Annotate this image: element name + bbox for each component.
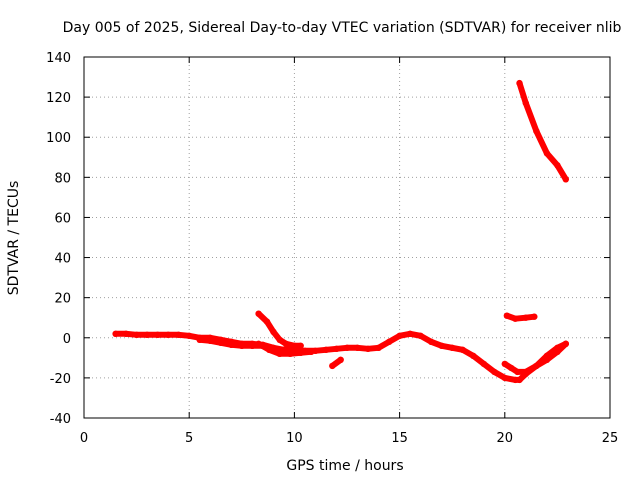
y-tick-label: 140 [46, 51, 71, 66]
y-tick-label: 120 [46, 91, 71, 106]
data-point [276, 350, 283, 357]
data-point [459, 346, 466, 353]
data-point [554, 348, 561, 355]
x-tick-label: 5 [185, 431, 193, 446]
x-tick-label: 15 [391, 431, 408, 446]
data-point [501, 360, 508, 368]
y-tick-label: 0 [63, 332, 71, 347]
data-point [165, 331, 172, 338]
data-point [291, 342, 298, 349]
y-tick-label: 20 [54, 292, 71, 307]
data-point [255, 340, 262, 347]
data-point [522, 314, 529, 321]
data-point [276, 336, 283, 343]
data-point [255, 310, 262, 317]
data-point [196, 336, 203, 343]
data-point [533, 362, 540, 370]
data-point [308, 348, 315, 355]
x-tick-label: 0 [80, 431, 88, 446]
data-point [554, 162, 561, 169]
data-point [522, 99, 529, 107]
data-point [263, 318, 271, 325]
data-point [228, 341, 235, 348]
x-tick-label: 10 [286, 431, 303, 446]
data-point [406, 330, 414, 337]
data-point [270, 328, 277, 335]
y-axis-title: SDTVAR / TECUs [6, 181, 22, 296]
series-line-short-segment-21h [503, 312, 538, 322]
data-point [154, 331, 161, 338]
data-point [297, 342, 304, 349]
data-point [470, 352, 477, 359]
data-point [507, 364, 515, 372]
data-point [282, 340, 290, 347]
data-point [375, 344, 382, 351]
y-tick-label: 100 [46, 131, 71, 146]
x-axis-title: GPS time / hours [286, 458, 403, 474]
data-point [354, 344, 361, 351]
data-point [217, 339, 224, 346]
data-point [207, 337, 214, 344]
data-point [238, 342, 245, 349]
data-point [501, 374, 508, 382]
data-point [396, 332, 403, 339]
data-point [122, 330, 130, 337]
data-point [503, 312, 511, 319]
data-point [512, 315, 519, 322]
x-tick-label: 20 [497, 431, 514, 446]
data-point [531, 313, 538, 320]
y-tick-label: -40 [50, 412, 71, 427]
data-point [562, 176, 569, 183]
y-tick-label: 60 [54, 211, 71, 226]
x-tick-label: 25 [602, 431, 619, 446]
data-point [516, 376, 523, 384]
data-point [322, 346, 330, 353]
data-point [480, 360, 487, 368]
plot-frame [83, 56, 611, 419]
data-point [143, 331, 151, 338]
data-series [112, 79, 569, 384]
y-tick-label: 40 [54, 252, 71, 267]
data-point [543, 150, 551, 157]
data-point [133, 331, 140, 338]
data-point [186, 332, 193, 339]
data-point [562, 340, 569, 347]
data-point [249, 342, 256, 349]
data-point [329, 362, 336, 370]
data-point [533, 128, 540, 135]
data-point [428, 338, 435, 345]
data-point [449, 344, 456, 351]
data-point [417, 332, 424, 339]
data-point [491, 368, 498, 376]
data-point [266, 346, 273, 353]
grid-lines [84, 57, 610, 418]
data-point [543, 356, 551, 363]
data-point [333, 345, 340, 352]
data-point [364, 345, 372, 352]
data-point [297, 349, 304, 356]
data-point [514, 368, 521, 376]
y-tick-label: 80 [54, 171, 71, 186]
data-point [287, 350, 294, 357]
chart-title: Day 005 of 2025, Sidereal Day-to-day VTE… [63, 20, 622, 36]
y-tick-label: -20 [50, 372, 71, 387]
axis-ticks: 0 5 10 15 20 25 -40 -20 0 20 40 60 80 100 120 140 [46, 51, 618, 446]
data-point [516, 79, 523, 87]
data-point [112, 330, 119, 337]
data-point [438, 342, 445, 349]
data-point [385, 338, 393, 345]
data-point [175, 331, 182, 338]
data-point [343, 344, 351, 351]
data-point [522, 368, 529, 376]
data-point [337, 356, 344, 363]
